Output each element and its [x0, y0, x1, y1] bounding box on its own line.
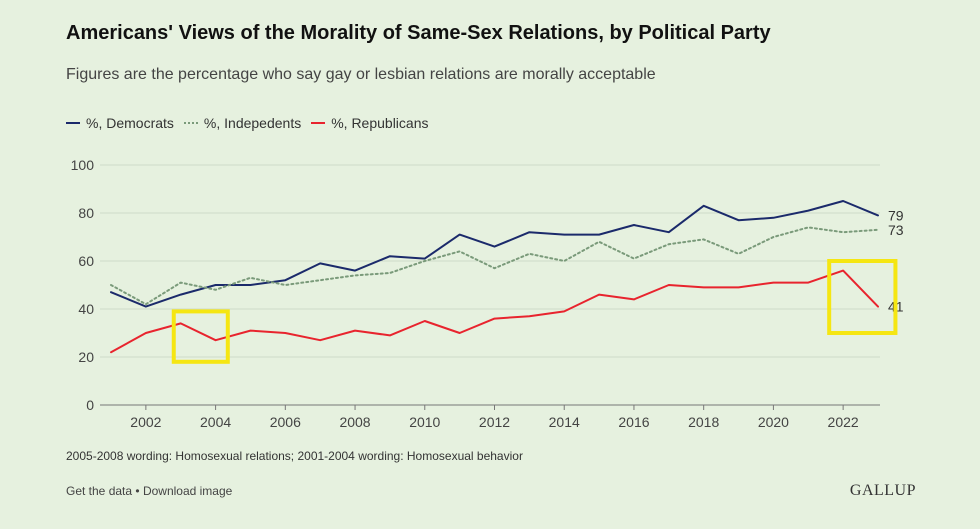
legend-label-independents: %, Indepedents: [203, 115, 302, 131]
x-tick-label-2006: 2006: [270, 414, 301, 430]
download-image-link[interactable]: Download image: [142, 484, 233, 498]
get-data-link[interactable]: Get the data: [66, 484, 133, 498]
end-label-independents: 73: [888, 222, 904, 238]
highlight-box-2: [827, 259, 898, 335]
series-line-republicans: [110, 269, 879, 354]
legend-label-democrats: %, Democrats: [86, 115, 174, 131]
x-tick-label-2014: 2014: [549, 414, 580, 430]
legend-label-republicans: %, Republicans: [331, 115, 429, 131]
y-tick-label-80: 80: [78, 205, 94, 221]
legend-item-democrats: %, Democrats: [66, 115, 174, 131]
x-tick-label-2020: 2020: [758, 414, 789, 430]
gallup-logo: GALLUP: [849, 482, 916, 499]
legend-swatch-democrats: [66, 122, 80, 124]
chart-subtitle: Figures are the percentage who say gay o…: [66, 66, 656, 83]
x-tick-label-2016: 2016: [618, 414, 649, 430]
x-tick-label-2004: 2004: [200, 414, 231, 430]
legend-item-republicans: %, Republicans: [311, 115, 429, 131]
y-tick-label-20: 20: [78, 349, 94, 365]
legend-swatch-republicans: [311, 122, 326, 124]
end-label-democrats: 79: [888, 207, 904, 223]
chart-footnote: 2005-2008 wording: Homosexual relations;…: [66, 449, 523, 463]
x-tick-label-2010: 2010: [409, 414, 440, 430]
series-line-independents: [110, 226, 879, 306]
chart-links: Get the data • Download image: [66, 484, 232, 498]
legend-swatch-independents: [183, 122, 198, 124]
highlight-box-1: [171, 309, 230, 364]
y-tick-label-100: 100: [71, 157, 95, 173]
y-tick-label-40: 40: [78, 301, 94, 317]
x-tick-label-2012: 2012: [479, 414, 510, 430]
y-tick-label-0: 0: [86, 397, 94, 413]
x-tick-label-2022: 2022: [828, 414, 859, 430]
x-tick-label-2002: 2002: [130, 414, 161, 430]
chart-title: Americans' Views of the Morality of Same…: [66, 22, 771, 44]
x-tick-label-2018: 2018: [688, 414, 719, 430]
x-tick-label-2008: 2008: [339, 414, 370, 430]
series-line-democrats: [110, 200, 879, 308]
y-tick-label-60: 60: [78, 253, 94, 269]
legend: %, Democrats %, Indepedents %, Republica…: [66, 115, 429, 131]
link-separator: •: [135, 484, 140, 498]
legend-item-independents: %, Indepedents: [183, 115, 302, 131]
